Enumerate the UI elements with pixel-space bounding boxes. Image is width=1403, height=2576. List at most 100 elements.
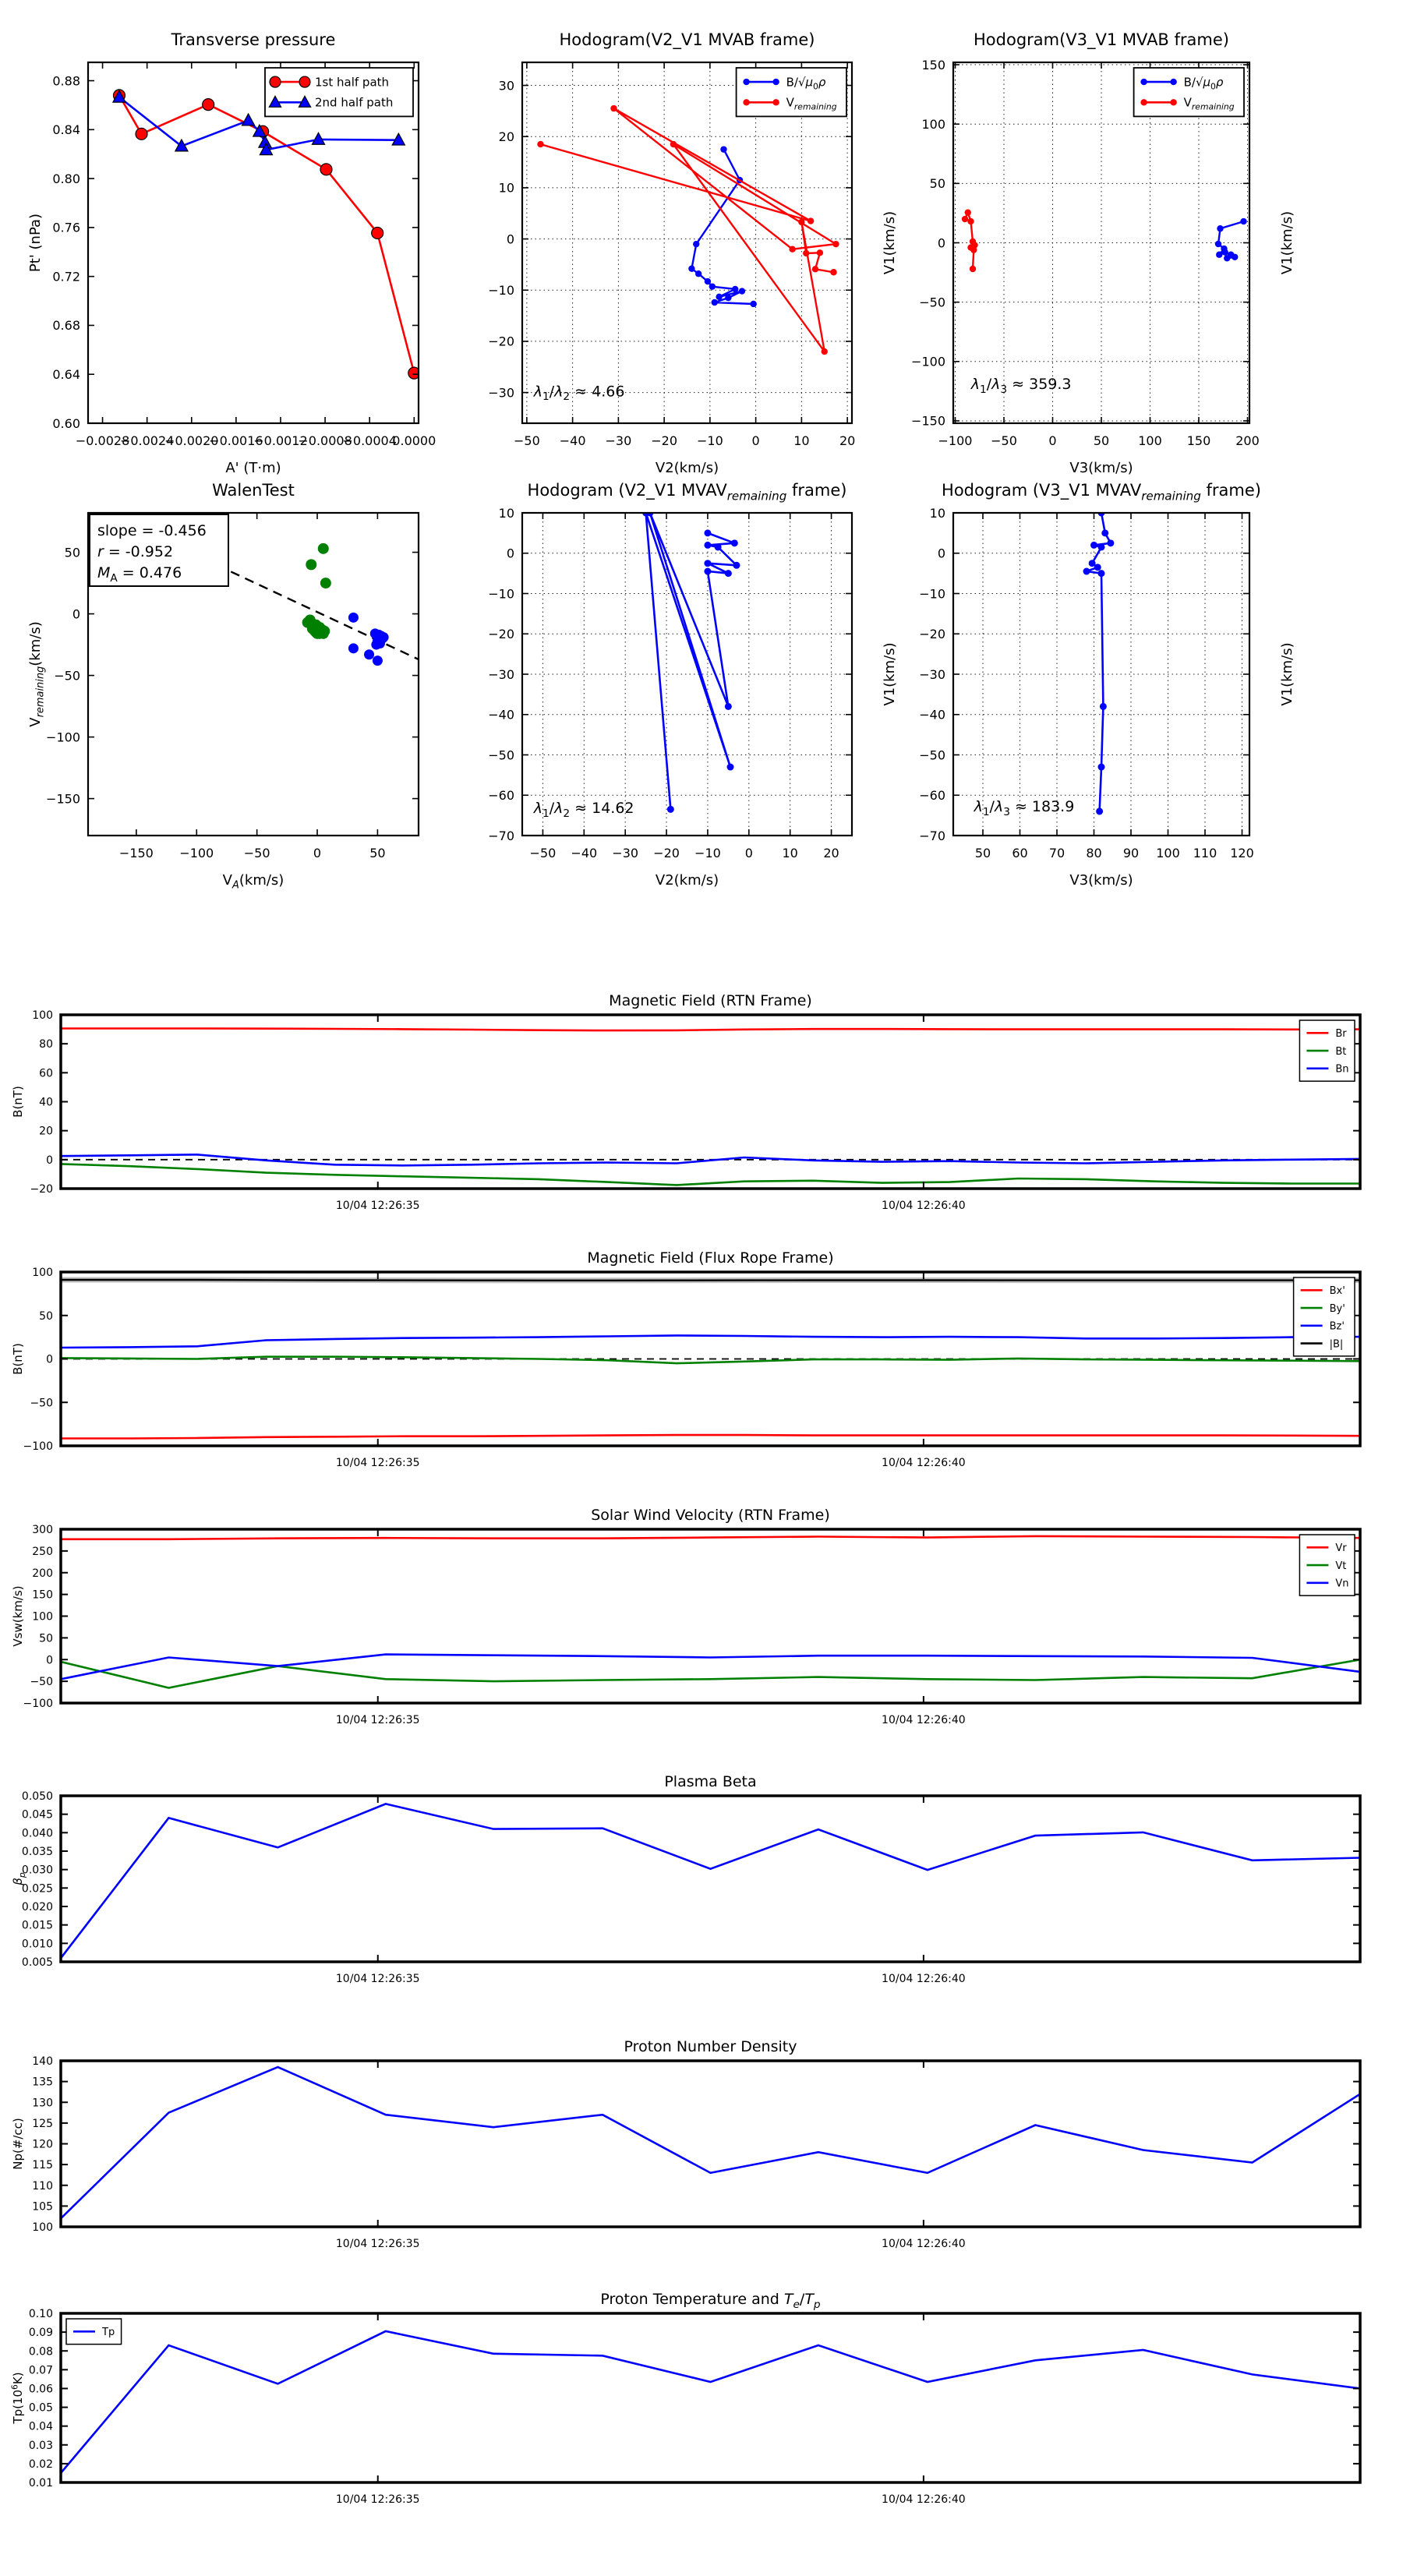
y-tick-label: 100 <box>32 1267 53 1279</box>
marker-circle <box>371 226 384 240</box>
x-tick-label: 10/04 12:26:40 <box>882 2493 966 2506</box>
marker-dot <box>830 269 837 276</box>
x-tick-label: −50 <box>991 433 1017 448</box>
marker-dot <box>666 805 674 813</box>
series-group <box>961 209 1247 273</box>
series-group <box>61 2065 1360 2220</box>
x-tick-label: 150 <box>1187 433 1211 448</box>
series-group <box>61 2330 1360 2474</box>
marker-dot <box>730 539 738 547</box>
y-tick-label: −50 <box>919 747 945 762</box>
marker-dot <box>807 217 815 224</box>
legend-label: 2nd half path <box>315 96 393 110</box>
y-tick-label: −40 <box>488 708 514 723</box>
y-tick-label: 0.050 <box>22 1790 53 1803</box>
series-By' <box>61 1355 1360 1365</box>
y-tick-label: 0.68 <box>52 318 80 333</box>
series-group <box>61 1027 1360 1186</box>
x-tick-label: 20 <box>839 433 855 448</box>
series-V remaining <box>540 108 839 352</box>
x-axis-label: V3(km/s) <box>1069 872 1133 889</box>
y-tick-label: −60 <box>919 788 945 803</box>
y-tick-label: 0.040 <box>22 1827 53 1839</box>
legend-label: Vr <box>1335 1542 1347 1554</box>
marker-dot <box>811 266 819 273</box>
y-tick-label: −20 <box>488 627 514 641</box>
legend-label: Vn <box>1335 1578 1348 1590</box>
y-tick-label: 0.05 <box>29 2402 53 2415</box>
marker-dot <box>371 639 382 650</box>
y-tick-label: 50 <box>930 176 945 191</box>
y-tick-label: 20 <box>39 1125 53 1138</box>
marker-triangle <box>174 138 189 152</box>
marker-dot <box>772 99 779 106</box>
x-axis-label: A' (T·m) <box>225 460 281 476</box>
y-axis-label: B(nT) <box>11 1343 25 1375</box>
y-tick-label: −30 <box>488 385 514 400</box>
x-tick-label: 10/04 12:26:35 <box>336 2493 420 2506</box>
marker-dot <box>704 560 712 567</box>
chart-vsw_rtn: 10/04 12:26:35 10/04 12:26:40 −100 −50 0 50 10… <box>11 1507 1362 1726</box>
chart-mag_rtn: 10/04 12:26:35 10/04 12:26:40 −20 0 20 40 60 80… <box>11 992 1362 1212</box>
x-tick-label: 10/04 12:26:40 <box>882 2238 966 2250</box>
y-tick-label: 0.76 <box>52 221 80 235</box>
legend-label: B/√μ0ρ <box>786 75 826 91</box>
y-tick-label: 0.020 <box>22 1901 53 1913</box>
y-tick-label: 0.07 <box>29 2364 53 2376</box>
marker-dot <box>704 567 712 575</box>
marker-triangle <box>241 112 256 126</box>
x-tick-label: 10/04 12:26:40 <box>882 1200 966 1212</box>
x-tick-label: 50 <box>369 846 385 860</box>
x-tick-label: −150 <box>119 846 154 860</box>
marker-dot <box>1221 249 1228 256</box>
legend-label: Br <box>1335 1028 1347 1040</box>
axes-box <box>59 2312 1362 2484</box>
y-tick-label: 50 <box>39 1310 53 1323</box>
y-tick-label: −50 <box>30 1676 53 1688</box>
y-tick-label: 0.08 <box>29 2345 53 2358</box>
marker-dot <box>1097 763 1105 771</box>
marker-dot <box>537 140 544 148</box>
y-tick-label: 0 <box>938 235 945 250</box>
x-tick-label: 110 <box>1193 846 1217 860</box>
y-tick-label: 0.10 <box>29 2308 53 2320</box>
x-axis-label: V2(km/s) <box>656 460 719 476</box>
marker-dot <box>1097 513 1105 517</box>
chart-proton_temp: 10/04 12:26:35 10/04 12:26:40 0.01 0.02 0.03… <box>9 2291 1362 2506</box>
x-tick-label: −40 <box>560 433 586 448</box>
y-tick-label: 0.02 <box>29 2458 53 2471</box>
series-Bz' <box>61 1334 1360 1349</box>
marker-dot <box>688 265 695 272</box>
marker-dot <box>743 99 750 106</box>
series-Bx' <box>61 1433 1360 1440</box>
marker-dot <box>372 655 383 666</box>
marker-dot <box>1097 570 1105 578</box>
y-tick-label: 140 <box>32 2055 53 2068</box>
marker-dot <box>1097 543 1105 551</box>
y-tick-label: 0.015 <box>22 1920 53 1932</box>
marker-triangle <box>268 95 282 108</box>
y-tick-label: 10 <box>499 506 514 521</box>
series-group <box>61 1803 1360 1959</box>
marker-dot <box>1232 253 1239 260</box>
x-tick-label: −0.0016 <box>209 433 263 448</box>
x-tick-label: 0 <box>752 433 760 448</box>
x-axis-label: V2(km/s) <box>656 872 719 889</box>
x-tick-label: −10 <box>697 433 723 448</box>
y-tick-label: 0.64 <box>52 367 80 382</box>
annotation: λ1/λ2 ≈ 4.66 <box>533 383 625 403</box>
stats-line: MA = 0.476 <box>97 564 182 585</box>
y-tick-label: −50 <box>919 295 945 309</box>
marker-circle <box>408 366 419 380</box>
x-axis-label: VA(km/s) <box>223 872 284 892</box>
x-tick-label: 10/04 12:26:40 <box>882 1714 966 1726</box>
marker-dot <box>821 348 828 355</box>
x-tick-label: −0.0020 <box>164 433 218 448</box>
legend-label: Vremaining <box>786 96 837 112</box>
x-tick-label: 10 <box>793 433 809 448</box>
marker-dot <box>961 215 969 223</box>
series-Vn <box>61 1653 1360 1680</box>
x-tick-label: 80 <box>1086 846 1101 860</box>
y-tick-label: −10 <box>488 586 514 601</box>
y-tick-label: 100 <box>32 1009 53 1022</box>
